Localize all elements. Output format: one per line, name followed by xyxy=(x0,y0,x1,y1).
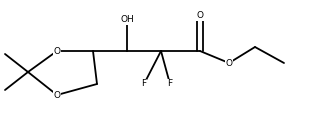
Text: O: O xyxy=(53,90,61,100)
Text: O: O xyxy=(197,11,203,21)
Text: F: F xyxy=(141,80,147,88)
Text: OH: OH xyxy=(120,15,134,24)
Text: O: O xyxy=(53,46,61,55)
Text: O: O xyxy=(225,58,232,68)
Text: F: F xyxy=(167,80,173,88)
